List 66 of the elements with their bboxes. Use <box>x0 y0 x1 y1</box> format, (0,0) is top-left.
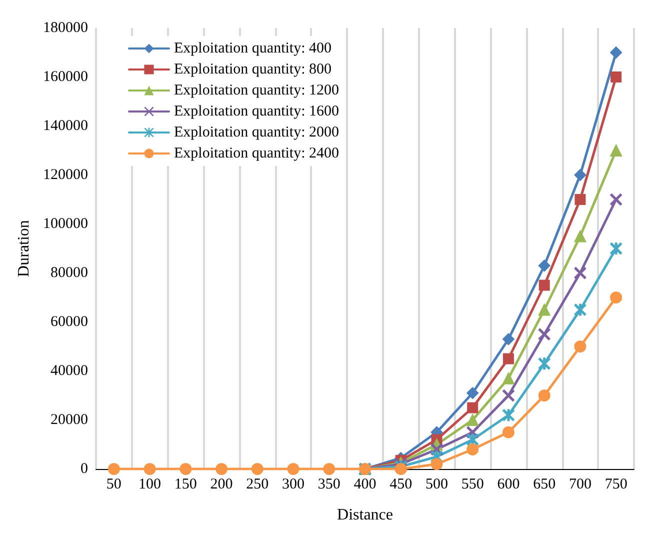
point <box>610 194 622 206</box>
x-tick-label: 700 <box>568 476 592 492</box>
point <box>502 333 514 346</box>
point <box>574 340 586 352</box>
point <box>574 169 586 181</box>
point <box>538 328 550 340</box>
y-tick-label: 140000 <box>43 118 88 134</box>
y-tick-label: 60000 <box>50 314 88 330</box>
x-tick-label: 450 <box>390 476 412 492</box>
x-tick-label: 650 <box>533 476 556 492</box>
point <box>538 280 550 291</box>
point <box>323 463 336 475</box>
point <box>394 463 407 475</box>
point <box>502 353 514 364</box>
x-tick-label: 750 <box>604 476 628 492</box>
point <box>574 194 586 205</box>
y-axis-title: Duration <box>16 220 32 277</box>
x-tick-label: 300 <box>282 476 305 492</box>
point <box>251 463 264 475</box>
point <box>610 144 622 156</box>
x-tick-label: 350 <box>318 476 340 492</box>
point <box>216 463 228 475</box>
y-tick-label: 120000 <box>43 167 88 183</box>
point <box>180 463 192 475</box>
y-tick-label: 40000 <box>50 363 88 379</box>
legend-label: Exploitation quantity: 2400 <box>174 146 339 162</box>
point <box>287 463 300 475</box>
x-tick-label: 400 <box>354 476 376 492</box>
x-tick-label: 550 <box>461 476 484 492</box>
point <box>538 260 550 272</box>
legend-label: Exploitation quantity: 400 <box>174 40 332 56</box>
x-tick-label: 600 <box>497 476 520 492</box>
x-tick-label: 250 <box>246 476 269 492</box>
point <box>502 390 514 402</box>
point <box>466 443 479 456</box>
x-tick-label: 100 <box>138 476 162 492</box>
legend-label: Exploitation quantity: 1200 <box>174 82 339 98</box>
point <box>574 267 586 279</box>
legend-label: Exploitation quantity: 800 <box>174 62 332 78</box>
x-axis-title: Distance <box>337 506 393 524</box>
y-tick-label: 180000 <box>43 20 88 36</box>
point <box>610 72 622 82</box>
point <box>430 458 443 470</box>
y-tick-label: 0 <box>80 461 88 477</box>
y-tick-label: 100000 <box>43 216 88 232</box>
point <box>610 292 622 304</box>
legend-label: Exploitation quantity: 2000 <box>174 124 339 140</box>
y-tick-label: 80000 <box>50 265 88 281</box>
point <box>467 402 478 414</box>
x-tick-label: 500 <box>425 476 448 492</box>
point <box>144 463 156 475</box>
point <box>466 387 479 400</box>
point <box>538 304 550 316</box>
legend-label: Exploitation quantity: 1600 <box>174 104 339 120</box>
x-tick-label: 150 <box>174 476 197 492</box>
point <box>610 46 622 58</box>
y-tick-label: 20000 <box>50 412 88 428</box>
x-tick-label: 50 <box>106 476 122 492</box>
x-tick-label: 200 <box>210 476 233 492</box>
point <box>466 414 479 426</box>
point <box>538 390 550 402</box>
y-tick-label: 160000 <box>43 69 88 85</box>
point <box>108 463 120 475</box>
point <box>502 372 514 384</box>
point <box>574 230 586 242</box>
point <box>502 426 514 438</box>
